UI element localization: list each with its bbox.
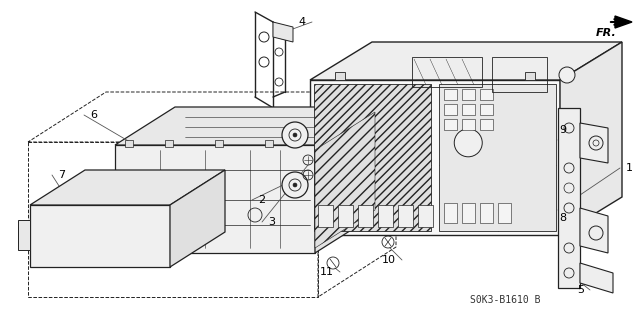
Text: 11: 11 <box>320 267 334 277</box>
Polygon shape <box>18 220 30 250</box>
Polygon shape <box>115 107 375 145</box>
Polygon shape <box>265 140 273 147</box>
Polygon shape <box>580 263 613 293</box>
Polygon shape <box>498 203 511 223</box>
Polygon shape <box>418 205 433 227</box>
Circle shape <box>75 236 85 246</box>
Circle shape <box>64 225 96 257</box>
Text: 9: 9 <box>559 125 566 135</box>
Polygon shape <box>444 119 457 130</box>
Circle shape <box>78 239 82 243</box>
Text: 1: 1 <box>626 163 633 173</box>
Polygon shape <box>314 84 431 231</box>
Polygon shape <box>318 205 333 227</box>
Text: 3: 3 <box>268 217 275 227</box>
Polygon shape <box>560 42 622 235</box>
Polygon shape <box>398 205 413 227</box>
Polygon shape <box>310 80 560 235</box>
Polygon shape <box>273 22 293 42</box>
Circle shape <box>454 129 483 157</box>
Polygon shape <box>315 107 375 253</box>
Polygon shape <box>462 203 475 223</box>
Text: 2: 2 <box>258 195 265 205</box>
Polygon shape <box>310 42 622 80</box>
Polygon shape <box>580 208 608 253</box>
Polygon shape <box>615 16 632 28</box>
Text: FR.: FR. <box>596 28 617 38</box>
Text: 5: 5 <box>577 285 584 295</box>
Text: 6: 6 <box>90 110 97 120</box>
Text: 7: 7 <box>58 170 65 180</box>
Polygon shape <box>480 104 493 115</box>
Polygon shape <box>525 72 535 80</box>
Text: 4: 4 <box>299 17 306 27</box>
Polygon shape <box>338 205 353 227</box>
Polygon shape <box>170 170 225 267</box>
Polygon shape <box>462 119 475 130</box>
Text: 10: 10 <box>382 255 396 265</box>
Polygon shape <box>115 145 315 253</box>
Polygon shape <box>358 205 373 227</box>
Polygon shape <box>462 89 475 100</box>
Polygon shape <box>335 72 345 80</box>
Circle shape <box>282 122 308 148</box>
Circle shape <box>559 67 575 83</box>
Text: S0K3-B1610 B: S0K3-B1610 B <box>470 295 541 305</box>
Polygon shape <box>444 203 457 223</box>
Polygon shape <box>580 123 608 163</box>
Polygon shape <box>315 112 375 248</box>
Polygon shape <box>444 89 457 100</box>
Polygon shape <box>480 119 493 130</box>
Circle shape <box>293 183 297 187</box>
Text: 8: 8 <box>559 213 566 223</box>
Polygon shape <box>480 89 493 100</box>
Polygon shape <box>30 205 170 267</box>
Polygon shape <box>165 140 173 147</box>
Circle shape <box>293 133 297 137</box>
Polygon shape <box>444 104 457 115</box>
Polygon shape <box>30 170 225 205</box>
Polygon shape <box>439 84 556 231</box>
Circle shape <box>282 172 308 198</box>
Polygon shape <box>462 104 475 115</box>
Polygon shape <box>378 205 393 227</box>
Polygon shape <box>480 203 493 223</box>
Polygon shape <box>215 140 223 147</box>
Polygon shape <box>125 140 133 147</box>
Circle shape <box>334 141 366 173</box>
Polygon shape <box>558 108 580 288</box>
